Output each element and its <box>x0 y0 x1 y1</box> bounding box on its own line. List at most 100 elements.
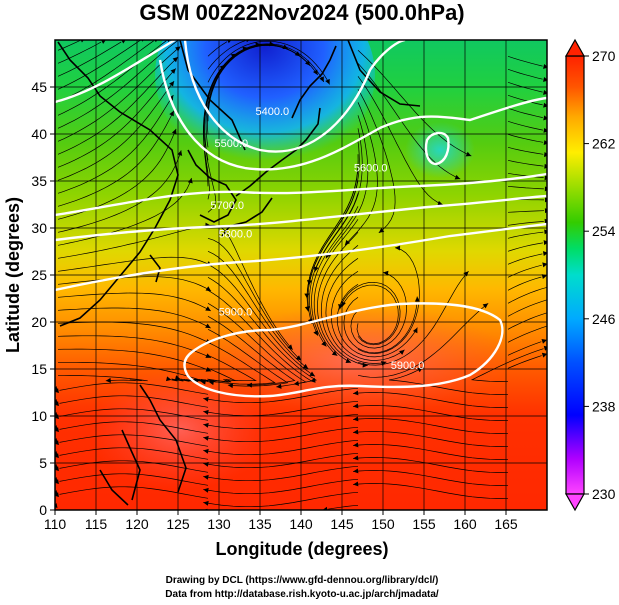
colorbar: 230 238 246 254 262 270 <box>564 38 616 512</box>
y-tick-label: 20 <box>31 314 47 330</box>
streamline-arrow <box>205 306 211 311</box>
grid-lines <box>55 40 547 510</box>
streamline <box>353 418 509 434</box>
streamline <box>507 253 543 265</box>
streamline-arrow <box>399 349 405 355</box>
streamline-arrow <box>203 396 209 402</box>
streamline-arrow <box>353 390 359 396</box>
streamline-arrow <box>454 174 461 180</box>
streamline-arrow <box>543 152 547 158</box>
streamline-arrow <box>203 487 209 493</box>
streamline-arrow <box>203 435 209 441</box>
streamline <box>57 256 212 272</box>
streamline-arrow <box>543 345 547 351</box>
streamline-arrow <box>546 323 547 324</box>
x-tick-label: 145 <box>330 516 354 532</box>
streamline-arrow <box>414 296 420 302</box>
streamline <box>203 387 359 404</box>
streamline <box>353 392 509 408</box>
streamline <box>203 452 359 469</box>
streamline-arrow <box>170 68 176 74</box>
streamline <box>353 457 509 473</box>
streamline <box>57 307 211 329</box>
streamline-arrow <box>293 380 300 386</box>
streamline <box>330 271 405 361</box>
y-tick-label: 0 <box>39 502 47 518</box>
x-tick-label: 125 <box>166 516 190 532</box>
streamline <box>307 180 359 325</box>
streamline <box>59 421 209 434</box>
streamline <box>203 491 359 508</box>
contour-line <box>55 222 547 292</box>
contour-line <box>55 194 547 242</box>
streamline <box>57 335 212 359</box>
streamline-arrow <box>165 376 172 382</box>
streamline-arrow <box>205 286 212 292</box>
streamline <box>353 470 509 486</box>
colorbar-top-arrow <box>564 38 586 57</box>
streamline <box>207 328 289 387</box>
streamline <box>507 221 544 226</box>
streamline-arrow <box>55 427 59 433</box>
streamline <box>203 426 359 443</box>
streamline <box>507 242 543 252</box>
streamline <box>320 245 368 366</box>
streamline-arrow <box>242 46 248 52</box>
streamline <box>344 102 378 246</box>
contour-line <box>158 59 547 171</box>
streamline-arrow <box>437 200 443 206</box>
streamline-arrow <box>353 442 359 448</box>
streamline <box>507 107 543 118</box>
contour-line <box>55 40 176 104</box>
streamline-arrow <box>169 110 174 117</box>
x-tick-label: 160 <box>453 516 477 532</box>
wind-streamlines <box>55 40 552 510</box>
colorbar-tick-label: 270 <box>592 48 616 64</box>
streamline <box>203 439 359 456</box>
contour-label: 5900.0 <box>219 306 253 318</box>
contour-label: 5900.0 <box>391 360 425 372</box>
y-tick-label: 5 <box>39 455 47 471</box>
streamline <box>59 447 209 460</box>
streamline-arrow <box>547 285 552 290</box>
streamline <box>202 341 276 385</box>
streamline <box>357 303 489 378</box>
streamline-arrow <box>353 481 359 487</box>
streamline <box>59 486 209 499</box>
streamline <box>203 478 359 495</box>
streamline <box>57 348 212 372</box>
streamline <box>57 292 211 312</box>
streamline-arrow <box>169 81 175 87</box>
streamline <box>57 321 211 344</box>
x-axis-label: Longitude (degrees) <box>215 539 388 559</box>
streamline <box>57 128 177 220</box>
streamline <box>57 225 211 259</box>
x-tick-label: 150 <box>371 516 395 532</box>
streamline-arrow <box>319 76 324 82</box>
streamline-arrow <box>313 330 319 336</box>
x-tick-label: 120 <box>125 516 149 532</box>
streamline-arrow <box>541 352 547 358</box>
colorbar-tick-label: 262 <box>592 136 616 152</box>
contour-label: 5400.0 <box>255 106 289 118</box>
colorbar-tick-label: 246 <box>592 311 616 327</box>
streamline <box>59 473 209 486</box>
streamline <box>59 395 209 408</box>
contour-line <box>183 40 406 153</box>
streamline <box>203 53 237 200</box>
streamline <box>59 460 209 473</box>
streamline-arrow <box>269 41 275 47</box>
streamline-arrow <box>205 323 211 329</box>
streamline <box>357 76 444 206</box>
contour-label: 5500.0 <box>214 138 248 150</box>
contour-label: 5600.0 <box>354 163 388 175</box>
streamline <box>59 434 209 447</box>
streamline <box>57 94 174 194</box>
streamline <box>57 40 179 129</box>
streamline <box>507 55 543 67</box>
streamline-arrow <box>101 40 106 44</box>
x-axis-ticks: 110 115 120 125 130 135 140 145 150 155 160 165 <box>44 510 518 532</box>
colorbar-tick-label: 230 <box>592 486 616 502</box>
y-tick-label: 30 <box>31 220 47 236</box>
streamline-arrow <box>543 63 547 69</box>
